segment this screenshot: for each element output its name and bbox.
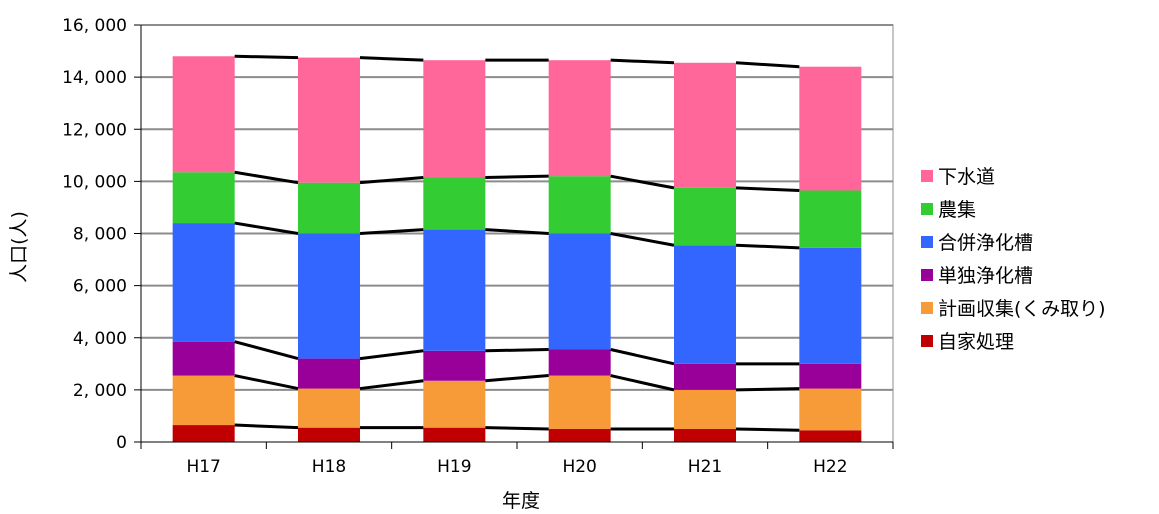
bar-segment (799, 430, 862, 442)
legend-swatch (921, 302, 933, 314)
series-connector-line (735, 186, 800, 192)
bar-segment (799, 66, 862, 191)
legend-label: 合併浄化槽 (938, 232, 1033, 254)
bar-segment (298, 182, 360, 234)
series-connector-line (234, 374, 299, 391)
bar-segment (172, 56, 235, 173)
x-tick-label: H18 (312, 457, 346, 477)
bar-segment (548, 428, 611, 442)
x-tick-label: H21 (688, 457, 722, 477)
legend-label: 下水道 (938, 166, 995, 188)
bar-segment (298, 388, 360, 428)
x-tick-label: H17 (186, 457, 220, 477)
bar-segment (799, 388, 862, 431)
bar-segment (548, 349, 611, 376)
bar-segment (423, 350, 486, 381)
series-connector-line (610, 374, 675, 392)
series-connector-line (359, 228, 424, 235)
series-connector-line (735, 427, 800, 432)
series-connector-line (359, 349, 424, 361)
bar-segment (423, 427, 486, 442)
series-connector-line (359, 175, 424, 185)
bar-segment (298, 427, 360, 442)
gridlines (141, 24, 893, 391)
bar-segment (674, 428, 736, 442)
legend-swatch (921, 236, 933, 248)
series-connector-line (610, 58, 675, 65)
series-connector-line (735, 243, 800, 250)
series-connector-line (234, 423, 299, 430)
series-connector-line (735, 387, 800, 392)
series-connector-line (234, 170, 299, 185)
y-axis-title: 人口(人) (8, 211, 30, 283)
series-connector-line (610, 348, 675, 366)
bar-segment (172, 172, 235, 224)
legend-label: 自家処理 (938, 331, 1014, 353)
series-connector-line (234, 340, 299, 361)
bar-segment (674, 245, 736, 364)
legend-swatch (921, 269, 933, 281)
x-tick-label: H20 (562, 457, 596, 477)
bar-segment (548, 233, 611, 350)
y-tick-label: 16, 000 (62, 16, 127, 36)
bar-segment (298, 233, 360, 359)
y-tick-label: 6, 000 (73, 277, 127, 297)
series-connector-line (234, 54, 299, 60)
bar-segment (172, 425, 235, 442)
legend-swatch (921, 335, 933, 347)
series-connector-line (485, 347, 549, 353)
y-tick-label: 0 (116, 433, 127, 453)
legend-label: 農集 (938, 199, 976, 221)
series-connector-line (485, 228, 549, 235)
series-connector-line (485, 426, 549, 431)
x-axis-title: 年度 (502, 490, 540, 510)
bar-segment (674, 62, 736, 188)
bar-segment (172, 375, 235, 426)
x-tick-label: H22 (813, 457, 847, 477)
legend-swatch (921, 170, 933, 182)
bar-segment (423, 60, 486, 178)
bar-segment (674, 389, 736, 429)
series-connector-lines (234, 54, 800, 432)
y-tick-label: 4, 000 (73, 329, 127, 349)
bar-segment (423, 177, 486, 230)
bar-segment (799, 190, 862, 248)
series-connector-line (610, 174, 675, 190)
series-connector-line (610, 232, 675, 247)
bar-segment (548, 60, 611, 177)
bar-segment (674, 187, 736, 246)
x-tick-label: H19 (437, 457, 471, 477)
y-tick-label: 8, 000 (73, 225, 127, 245)
bar-segment (423, 229, 486, 351)
bar-segment (172, 341, 235, 376)
legend-label: 計画収集(くみ取り) (938, 298, 1106, 320)
bar-segment (172, 223, 235, 342)
bar-segment (548, 375, 611, 429)
bar-segment (799, 247, 862, 364)
series-connector-line (735, 61, 800, 69)
bar-segment (298, 358, 360, 389)
axes: 0 2, 000 4, 000 6, 000 8, 000 10, 000 12, 000 1… (62, 16, 894, 477)
bar-segment (799, 363, 862, 389)
y-tick-label: 14, 000 (62, 68, 127, 88)
bar-segment (674, 363, 736, 390)
y-tick-label: 10, 000 (62, 172, 127, 192)
legend-label: 単独浄化槽 (938, 265, 1033, 287)
series-connector-line (485, 374, 549, 383)
series-connector-line (359, 56, 424, 62)
y-tick-label: 12, 000 (62, 120, 127, 140)
bars (172, 56, 862, 442)
bar-segment (548, 176, 611, 234)
y-tick-label: 2, 000 (73, 381, 127, 401)
series-connector-line (234, 221, 299, 235)
series-connector-line (485, 174, 549, 179)
legend-swatch (921, 203, 933, 215)
bar-segment (298, 57, 360, 183)
bar-segment (423, 380, 486, 428)
series-connector-line (359, 379, 424, 391)
